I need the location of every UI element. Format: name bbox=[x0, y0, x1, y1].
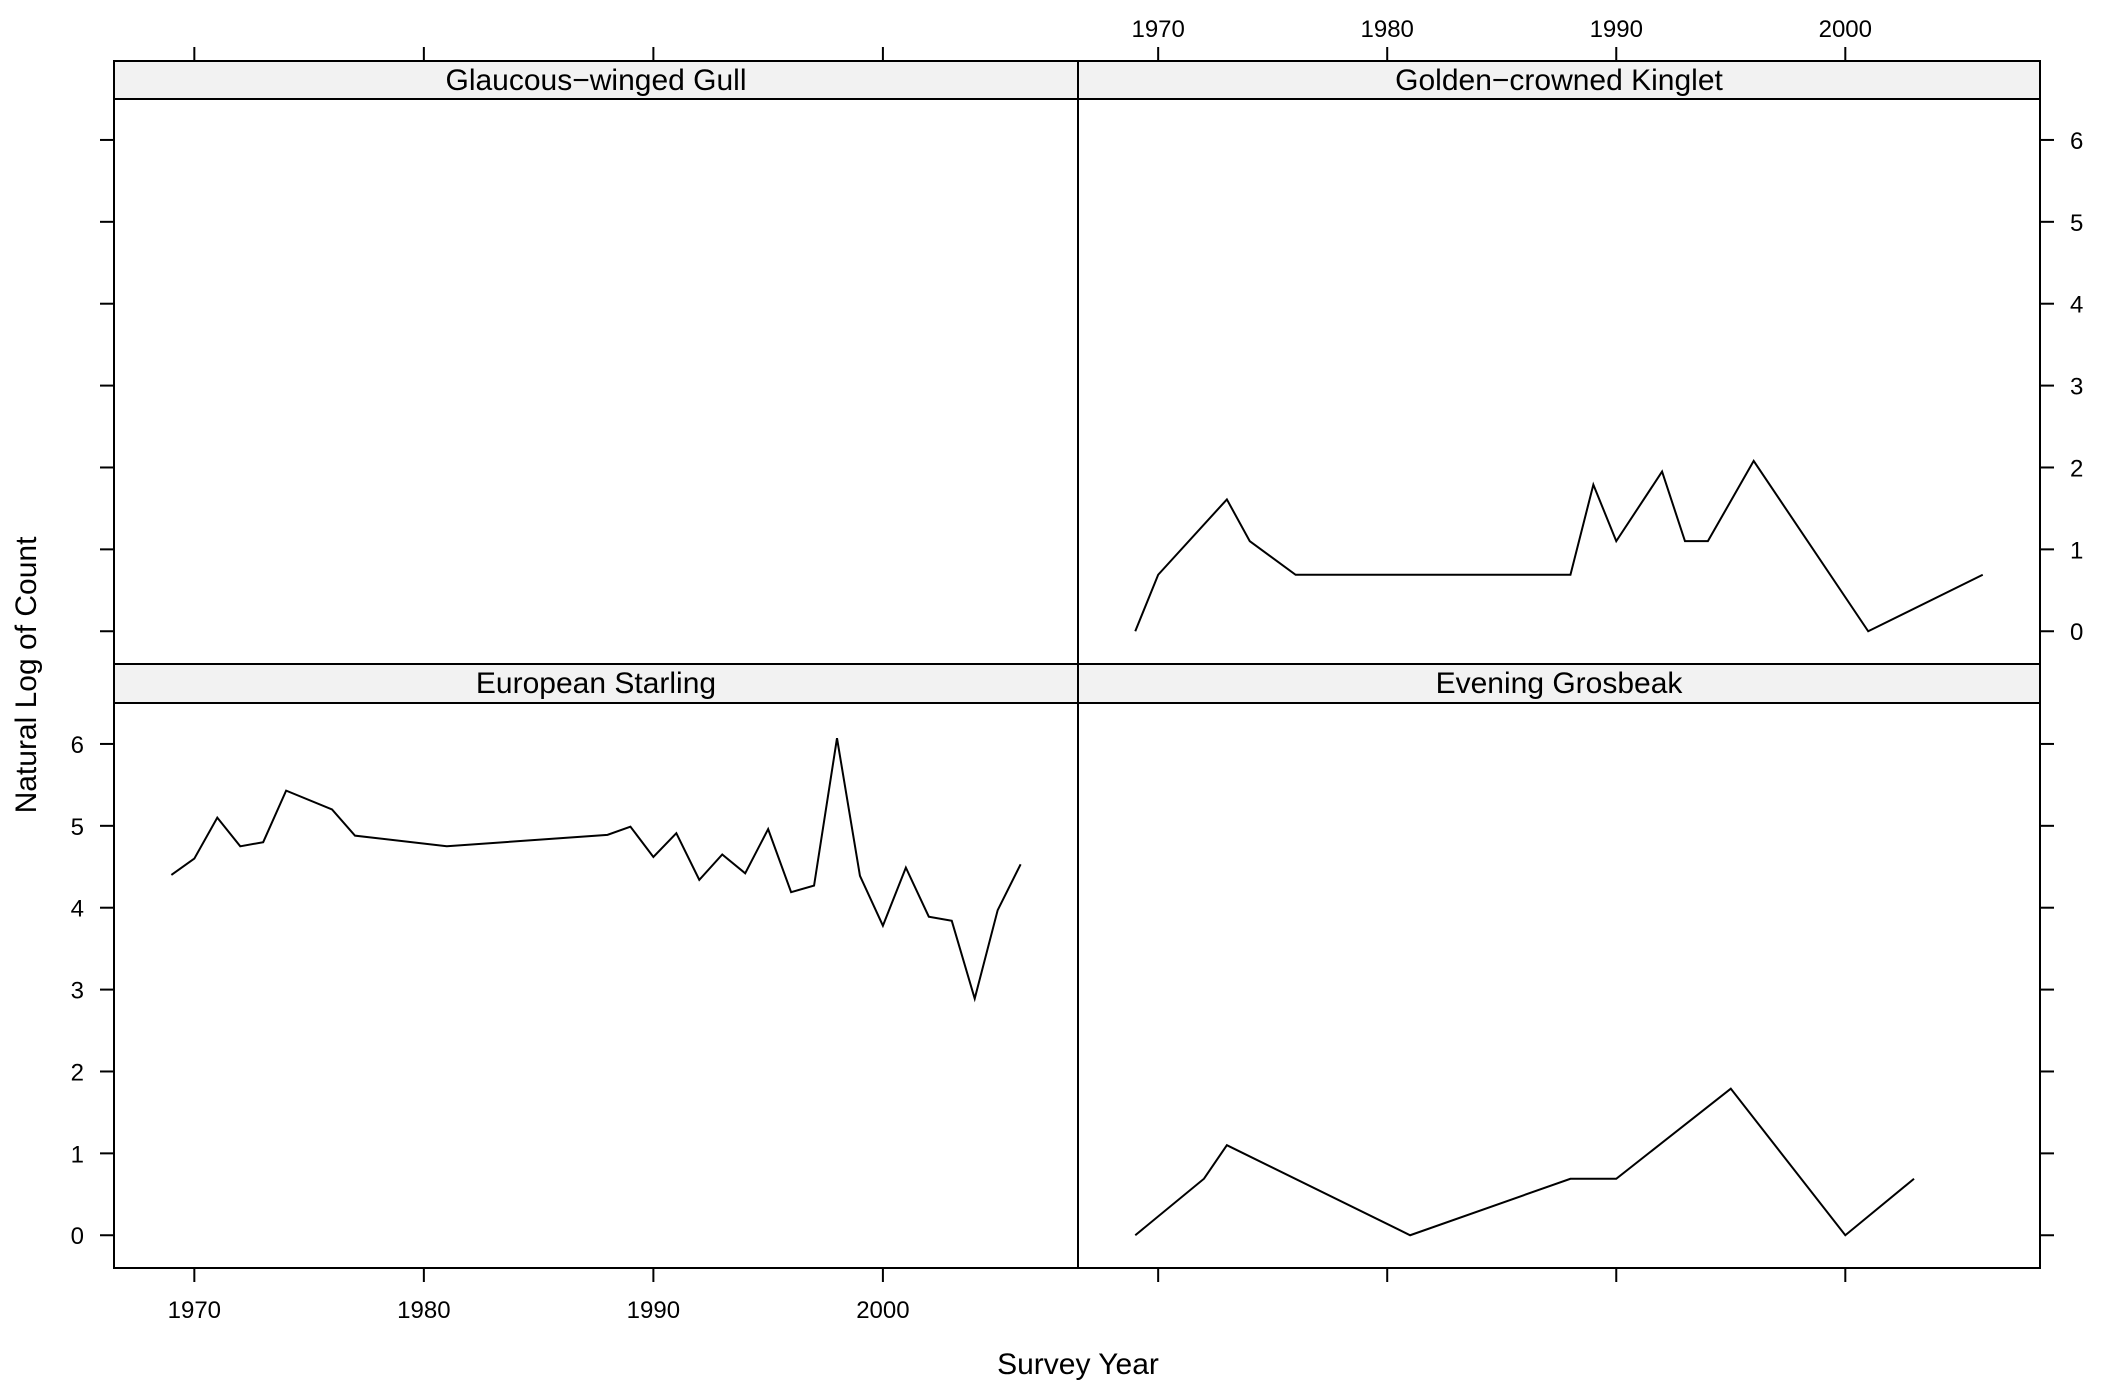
panel-strip bbox=[1077, 663, 2041, 704]
panel-1: Glaucous−winged Gull bbox=[113, 60, 1079, 665]
y-tick-label: 3 bbox=[2070, 374, 2083, 401]
y-tick-label: 2 bbox=[71, 1059, 84, 1086]
x-axis-title: Survey Year bbox=[997, 1348, 1159, 1380]
panel-title: European Starling bbox=[476, 667, 716, 700]
y-tick-label: 0 bbox=[71, 1223, 84, 1250]
y-tick-label: 1 bbox=[71, 1141, 84, 1168]
y-tick-label: 3 bbox=[71, 978, 84, 1005]
series-line-2 bbox=[1134, 459, 1984, 633]
y-tick-label: 5 bbox=[2070, 210, 2083, 237]
y-tick-label: 4 bbox=[2070, 292, 2083, 319]
axes-layer: 1970 1980 1990 2000 1970 1980 1990 2000 0 1 2 3 4 5 6 0… bbox=[71, 16, 2084, 1324]
y-tick-label: 2 bbox=[2070, 455, 2083, 482]
y-tick-label: 6 bbox=[71, 732, 84, 759]
panel-strip bbox=[113, 60, 1079, 100]
x-tick-label: 1970 bbox=[1131, 16, 1184, 43]
x-tick-label: 1990 bbox=[1590, 16, 1643, 43]
x-tick-label: 1970 bbox=[168, 1297, 221, 1324]
panel-title: Glaucous−winged Gull bbox=[445, 64, 746, 97]
panel-frame bbox=[113, 702, 1079, 1269]
panels-layer: Glaucous−winged Gull Golden−crowned Kingl… bbox=[113, 60, 2041, 1269]
x-tick-label: 2000 bbox=[1819, 16, 1872, 43]
panel-frame bbox=[1077, 98, 2041, 665]
panel-title: Golden−crowned Kinglet bbox=[1395, 64, 1723, 97]
y-tick-label: 5 bbox=[71, 814, 84, 841]
panel-strip bbox=[1077, 60, 2041, 100]
panel-4: Evening Grosbeak bbox=[1077, 663, 2041, 1269]
x-tick-label: 1980 bbox=[397, 1297, 450, 1324]
y-tick-label: 1 bbox=[2070, 537, 2083, 564]
y-axis-title: Natural Log of Count bbox=[10, 536, 43, 814]
y-tick-label: 0 bbox=[2070, 619, 2083, 646]
x-tick-label: 1980 bbox=[1361, 16, 1414, 43]
panel-title: Evening Grosbeak bbox=[1436, 667, 1684, 700]
panel-frame bbox=[113, 98, 1079, 665]
series-line-3 bbox=[170, 738, 1022, 1003]
series-line-4 bbox=[1134, 1087, 1915, 1237]
panel-frame bbox=[1077, 702, 2041, 1269]
y-tick-label: 6 bbox=[2070, 128, 2083, 155]
panel-3: European Starling bbox=[113, 663, 1079, 1269]
panel-2: Golden−crowned Kinglet bbox=[1077, 60, 2041, 665]
x-tick-label: 1990 bbox=[627, 1297, 680, 1324]
x-tick-label: 2000 bbox=[856, 1297, 909, 1324]
y-tick-label: 4 bbox=[71, 896, 84, 923]
